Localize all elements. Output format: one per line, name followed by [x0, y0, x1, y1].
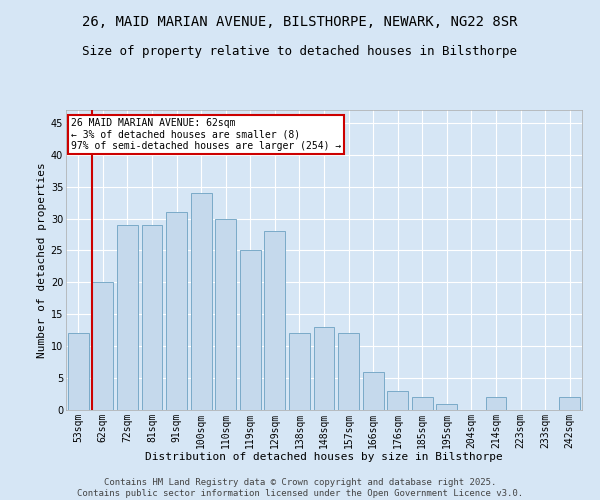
Bar — [92, 282, 113, 410]
Bar — [142, 225, 163, 410]
Bar — [387, 391, 408, 410]
X-axis label: Distribution of detached houses by size in Bilsthorpe: Distribution of detached houses by size … — [145, 452, 503, 462]
Bar — [436, 404, 457, 410]
Bar — [289, 334, 310, 410]
Bar — [338, 334, 359, 410]
Bar — [265, 232, 286, 410]
Text: 26 MAID MARIAN AVENUE: 62sqm
← 3% of detached houses are smaller (8)
97% of semi: 26 MAID MARIAN AVENUE: 62sqm ← 3% of det… — [71, 118, 341, 150]
Y-axis label: Number of detached properties: Number of detached properties — [37, 162, 47, 358]
Bar — [314, 327, 334, 410]
Bar — [215, 218, 236, 410]
Bar — [412, 397, 433, 410]
Bar — [240, 250, 261, 410]
Text: Contains HM Land Registry data © Crown copyright and database right 2025.
Contai: Contains HM Land Registry data © Crown c… — [77, 478, 523, 498]
Bar — [559, 397, 580, 410]
Bar — [166, 212, 187, 410]
Bar — [117, 225, 138, 410]
Text: Size of property relative to detached houses in Bilsthorpe: Size of property relative to detached ho… — [83, 45, 517, 58]
Bar — [68, 334, 89, 410]
Bar — [362, 372, 383, 410]
Text: 26, MAID MARIAN AVENUE, BILSTHORPE, NEWARK, NG22 8SR: 26, MAID MARIAN AVENUE, BILSTHORPE, NEWA… — [82, 15, 518, 29]
Bar — [191, 193, 212, 410]
Bar — [485, 397, 506, 410]
